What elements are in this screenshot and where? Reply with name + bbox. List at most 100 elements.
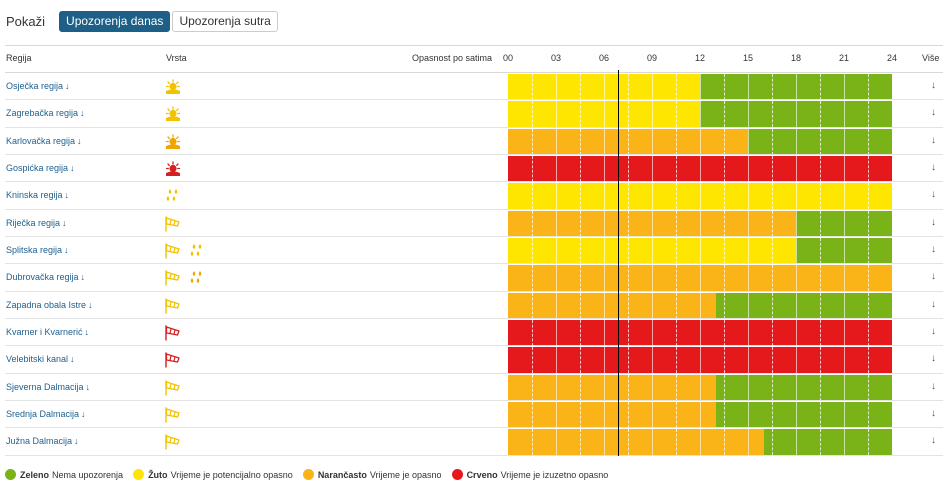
arrow-down-icon: ↓ [65,81,70,91]
column-header-region: Regija [6,53,32,63]
hour-gridline [652,74,653,100]
region-link[interactable]: Srednja Dalmacija ↓ [6,409,86,419]
expand-details-icon[interactable]: ↓ [931,107,936,119]
wind-icon [165,243,180,259]
hour-gridline [724,156,725,183]
expand-details-icon[interactable]: ↓ [931,134,936,146]
hour-gridline [604,402,605,429]
hourly-danger-bar [508,320,892,347]
hour-gridline [604,265,605,292]
hour-label: 12 [694,53,705,63]
hour-gridline [820,128,821,155]
expand-details-icon[interactable]: ↓ [931,435,936,447]
region-link[interactable]: Kvarner i Kvarnerić ↓ [6,327,89,337]
hour-gridline [820,210,821,237]
hour-gridline [844,238,845,265]
hour-gridline [772,74,773,100]
region-link[interactable]: Južna Dalmacija ↓ [6,436,79,446]
hour-gridline [748,429,749,456]
hour-gridline [532,429,533,456]
region-name: Srednja Dalmacija [6,409,80,420]
region-link[interactable]: Kninska regija ↓ [6,190,69,200]
hour-gridline [532,238,533,265]
region-link[interactable]: Karlovačka regija ↓ [6,136,82,146]
hour-gridline [532,402,533,429]
legend-name: Narančasto [317,469,367,480]
hour-gridline [868,74,869,100]
hour-gridline [844,402,845,429]
expand-details-icon[interactable]: ↓ [931,80,936,91]
hour-gridline [700,74,701,100]
warning-type-icons [164,432,188,452]
hour-gridline [556,101,557,128]
expand-details-icon[interactable]: ↓ [931,380,936,392]
hour-gridline [652,402,653,429]
hour-gridline [724,429,725,456]
region-link[interactable]: Velebitski kanal ↓ [6,354,75,364]
hour-gridline [532,320,533,347]
hour-gridline [796,74,797,100]
expand-details-icon[interactable]: ↓ [931,298,936,310]
region-name: Splitska regija [6,245,63,256]
hour-gridline [724,238,725,265]
expand-details-icon[interactable]: ↓ [931,326,936,338]
table-row: Južna Dalmacija ↓ ↓ [0,428,950,457]
region-link[interactable]: Riječka regija ↓ [6,218,67,228]
expand-details-icon[interactable]: ↓ [931,353,936,365]
warning-type-icons [164,159,188,179]
region-link[interactable]: Dubrovačka regija ↓ [6,272,85,282]
hour-gridline [652,292,653,319]
region-name: Južna Dalmacija [6,436,73,447]
hour-gridline [748,74,749,100]
hour-gridline [796,210,797,237]
arrow-down-icon: ↓ [80,272,86,283]
hour-gridline [868,183,869,210]
region-link[interactable]: Sjeverna Dalmacija ↓ [6,382,90,392]
hour-label: 00 [502,53,513,63]
hour-gridline [580,210,581,237]
hour-gridline [652,320,653,347]
hour-gridline [820,74,821,100]
danger-segment-green [764,429,892,456]
region-link[interactable]: Splitska regija ↓ [6,245,69,255]
hour-gridline [748,128,749,155]
hour-gridline [556,347,557,374]
tab-warnings-tomorrow[interactable]: Upozorenja sutra [172,10,278,32]
region-link[interactable]: Gospićka regija ↓ [6,163,75,173]
tab-warnings-today[interactable]: Upozorenja danas [59,10,171,32]
column-header-more: Više [922,53,940,63]
region-link[interactable]: Osječka regija ↓ [6,81,70,91]
heat-icon [165,106,181,122]
hour-gridline [796,402,797,429]
hour-gridline [724,374,725,401]
expand-details-icon[interactable]: ↓ [931,408,936,420]
region-link[interactable]: Zagrebačka regija ↓ [6,108,85,118]
expand-details-icon[interactable]: ↓ [931,271,936,283]
table-header: Regija Vrsta Opasnost po satima 00 03 06 09… [0,46,950,72]
region-link[interactable]: Zapadna obala Istre ↓ [6,300,93,310]
hour-gridline [868,429,869,456]
hour-gridline [748,402,749,429]
hourly-danger-bar [508,74,892,100]
hour-gridline [652,156,653,183]
hour-gridline [676,429,677,456]
expand-details-icon[interactable]: ↓ [931,216,936,228]
warning-type-icons [164,77,188,97]
expand-details-icon[interactable]: ↓ [931,162,936,174]
legend-dot-yellow [133,469,145,480]
hour-gridline [796,128,797,155]
warning-type-icons [164,378,188,398]
hour-gridline [676,128,677,155]
hour-gridline [652,101,653,128]
expand-details-icon[interactable]: ↓ [931,189,936,201]
hour-gridline [748,183,749,210]
hour-gridline [748,101,749,128]
hour-gridline [556,402,557,429]
arrow-down-icon: ↓ [77,135,82,146]
expand-details-icon[interactable]: ↓ [931,244,936,256]
hour-label: 09 [646,53,657,63]
hour-gridline [724,292,725,319]
hour-gridline [796,429,797,456]
table-row: Dubrovačka regija ↓ ↓ [0,264,950,293]
hour-gridline [628,156,629,183]
